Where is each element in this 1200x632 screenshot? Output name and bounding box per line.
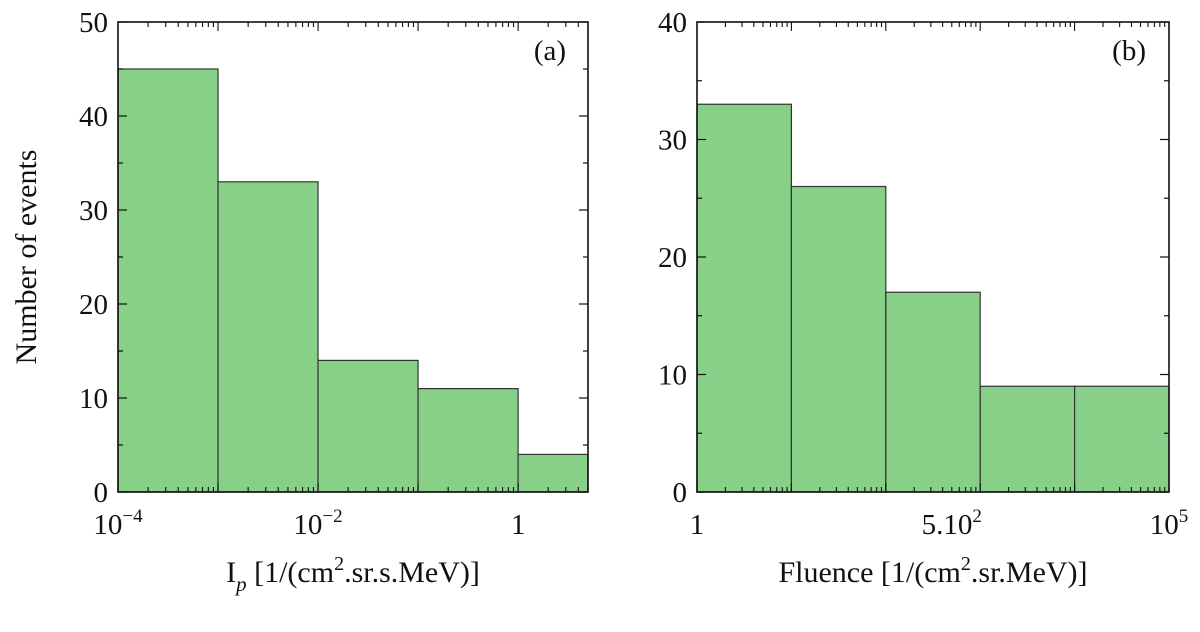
panel-a-histogram: 0 10 20 30 40 50 10−4 10−2 1 (a) Ip [1/(cm2.sr.s.M… — [10, 7, 589, 596]
y-tick-label: 0 — [94, 477, 109, 509]
y-tick-label: 0 — [673, 477, 688, 509]
panel-b-histogram: 0 10 20 30 40 1 5.102 105 (b) Fluence [1/(cm2.sr.… — [658, 7, 1188, 589]
x-tick-label: 10−2 — [293, 506, 342, 541]
x-axis-title: Fluence [1/(cm2.sr.MeV)] — [778, 553, 1087, 589]
x-tick-label: 1 — [511, 509, 526, 541]
y-tick-label: 10 — [79, 383, 108, 415]
x-tick-label: 10−4 — [93, 506, 143, 541]
x-tick-label: 1 — [690, 509, 705, 541]
y-tick-label: 50 — [79, 7, 108, 39]
x-tick-label: 105 — [1150, 506, 1189, 541]
histogram-bar — [117, 68, 219, 493]
y-tick-label: 20 — [658, 242, 687, 274]
histogram-bar — [217, 181, 319, 493]
y-tick-label: 20 — [79, 289, 108, 321]
histogram-bar — [696, 103, 793, 493]
y-axis-title: Number of events — [10, 150, 43, 365]
histogram-bar — [790, 185, 887, 493]
y-tick-label: 10 — [658, 360, 687, 392]
histogram-bar — [979, 385, 1076, 493]
histogram-bar — [417, 388, 519, 493]
y-tick-label: 40 — [79, 101, 108, 133]
y-tick-label: 40 — [658, 7, 687, 39]
x-axis-title: Ip [1/(cm2.sr.s.MeV)] — [226, 553, 480, 596]
panel-label: (b) — [1112, 35, 1146, 67]
x-tick-label: 5.102 — [922, 506, 982, 541]
y-tick-label: 30 — [658, 125, 687, 157]
panel-label: (a) — [534, 35, 566, 67]
histogram-bar — [517, 453, 589, 493]
histogram-bar — [317, 359, 419, 493]
y-tick-label: 30 — [79, 195, 108, 227]
histogram-bar — [1073, 385, 1170, 493]
histogram-bar — [885, 291, 981, 493]
